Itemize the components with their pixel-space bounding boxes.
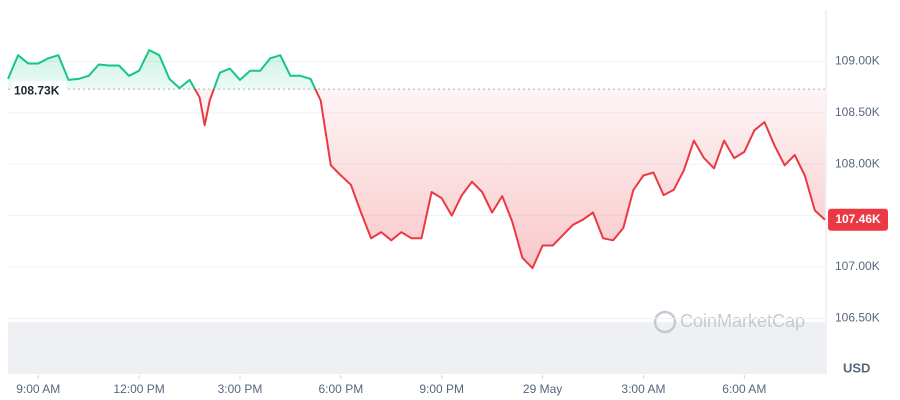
volume-band (8, 322, 825, 374)
current-price-badge (828, 208, 888, 231)
x-tick-label: 3:00 AM (621, 382, 665, 396)
watermark: CoinMarketCap (680, 311, 805, 331)
reference-label: 108.73K (14, 83, 60, 97)
price-line (7, 49, 826, 270)
x-tick-label: 9:00 PM (419, 382, 464, 396)
x-tick-label: 9:00 AM (16, 382, 60, 396)
y-tick-label: 108.00K (835, 156, 880, 170)
y-tick-label: 106.50K (835, 311, 880, 325)
x-tick-label: 29 May (523, 382, 562, 396)
y-tick-label: 108.50K (835, 105, 880, 119)
x-tick-label: 12:00 PM (113, 382, 164, 396)
y-unit: USD (843, 360, 870, 375)
reference-label-bg (12, 81, 66, 98)
current-price-label: 107.46K (835, 212, 881, 226)
x-tick-label: 6:00 AM (722, 382, 766, 396)
area (8, 50, 825, 269)
watermark-logo (653, 310, 677, 334)
y-tick-label: 107.00K (835, 259, 880, 273)
y-tick-label: 109.00K (835, 54, 880, 68)
x-tick-label: 3:00 PM (218, 382, 263, 396)
x-tick-label: 6:00 PM (319, 382, 364, 396)
